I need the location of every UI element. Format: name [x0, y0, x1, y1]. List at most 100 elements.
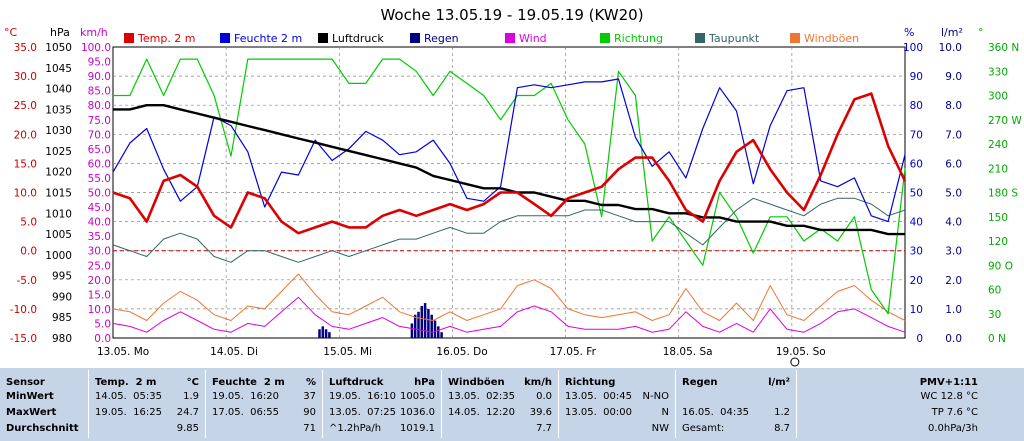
rain-header: Regen — [682, 377, 718, 388]
tick-label-rain: 10.0 — [939, 42, 962, 54]
legend-swatch — [695, 33, 705, 43]
tick-label-wind: 95.0 — [88, 57, 111, 69]
rain-bar — [427, 308, 430, 338]
tick-label-temp: -10.0 — [10, 304, 37, 316]
tick-label-pressure: 1040 — [45, 84, 72, 96]
tick-label-rain: 2.0 — [945, 275, 962, 287]
direction-max-value: N — [661, 407, 669, 418]
tick-label-humidity: 100 — [903, 42, 923, 54]
tick-label-pressure: 1025 — [45, 146, 72, 158]
tick-label-wind: 30.0 — [88, 246, 111, 258]
tick-label-wind: 5.0 — [94, 318, 111, 330]
max-label: MaxWert — [6, 407, 57, 418]
tick-label-temp: 0.0 — [20, 246, 37, 258]
legend-swatch — [410, 33, 420, 43]
tick-label-pressure: 1045 — [45, 63, 72, 75]
pmv-windchill: WC 12.8 °C — [920, 391, 978, 402]
tick-label-pressure: 1015 — [45, 188, 72, 200]
tick-label-pressure: 990 — [52, 291, 72, 303]
direction-min-value: N-NO — [642, 391, 669, 402]
rain-bar — [420, 305, 424, 338]
tick-label-wind: 55.0 — [88, 173, 111, 185]
rain-bar — [417, 311, 420, 338]
axis-unit-temp: °C — [4, 26, 18, 39]
legend-label: Luftdruck — [332, 32, 384, 45]
tick-label-wind: 35.0 — [88, 231, 111, 243]
gusts-unit: km/h — [524, 377, 552, 388]
legend-label: Richtung — [614, 32, 663, 45]
axis-unit-rain: l/m² — [941, 26, 963, 39]
tick-label-direction: 30 — [988, 309, 1001, 321]
tick-label-humidity: 20 — [910, 275, 923, 287]
humidity-min-time: 19.05. 16:20 — [212, 391, 279, 402]
rain-bar — [430, 314, 433, 338]
direction-header: Richtung — [565, 377, 616, 388]
tick-label-wind: 0.0 — [94, 333, 111, 345]
pressure-column: Luftdruck hPa 19.05. 16:10 1005.0 13.05. 0… — [323, 368, 441, 441]
sensor-column: Sensor MinWert MaxWert Durchschnitt — [0, 368, 88, 441]
pmv-column: PMV+1:11 WC 12.8 °C TP 7.6 °C 0.0hPa/3h — [797, 368, 1024, 441]
tick-label-direction: 0 N — [988, 333, 1006, 345]
tick-label-humidity: 80 — [910, 100, 923, 112]
humidity-max-value: 90 — [303, 407, 316, 418]
rain-bar — [324, 329, 328, 338]
tick-label-humidity: 10 — [910, 304, 923, 316]
tick-label-pressure: 1030 — [45, 125, 72, 137]
pressure-min-time: 19.05. 16:10 — [329, 391, 396, 402]
tick-label-wind: 40.0 — [88, 217, 111, 229]
tick-label-direction: 60 — [988, 285, 1001, 297]
stats-panel: Sensor MinWert MaxWert Durchschnitt Temp… — [0, 368, 1024, 441]
tick-label-pressure: 995 — [52, 271, 72, 283]
tick-label-temp: 20.0 — [14, 129, 37, 141]
tick-label-wind: 60.0 — [88, 158, 111, 170]
rain-bar — [321, 326, 325, 338]
tick-label-direction: 150 — [988, 212, 1008, 224]
x-tick-label: 18.05. Sa — [663, 346, 713, 358]
humidity-max-time: 17.05. 06:55 — [212, 407, 279, 418]
tick-label-wind: 45.0 — [88, 202, 111, 214]
series-line-richtung — [113, 58, 906, 315]
tick-label-humidity: 30 — [910, 246, 923, 258]
rain-unit: l/m² — [768, 377, 790, 388]
gusts-max-time: 14.05. 12:20 — [448, 407, 515, 418]
tick-label-humidity: 40 — [910, 217, 923, 229]
tick-label-rain: 9.0 — [945, 71, 962, 83]
gusts-min-time: 13.05. 02:35 — [448, 391, 515, 402]
direction-min-time: 13.05. 00:45 — [565, 391, 632, 402]
tick-label-pressure: 1005 — [45, 229, 72, 241]
tick-label-temp: -15.0 — [10, 333, 37, 345]
temp-avg-value: 9.85 — [176, 423, 199, 434]
x-tick-label: 17.05. Fr — [550, 346, 597, 358]
tick-label-temp: -5.0 — [17, 275, 38, 287]
tick-label-wind: 75.0 — [88, 115, 111, 127]
chart-title: Woche 13.05.19 - 19.05.19 (KW20) — [380, 6, 643, 24]
gusts-max-value: 39.6 — [529, 407, 552, 418]
avg-label: Durchschnitt — [6, 423, 79, 434]
tick-label-wind: 25.0 — [88, 260, 111, 272]
direction-avg-value: NW — [651, 423, 669, 434]
rain-bar — [413, 314, 417, 338]
direction-max-time: 13.05. 00:00 — [565, 407, 632, 418]
tick-label-direction: 330 — [988, 66, 1008, 78]
tick-label-direction: 360 N — [988, 42, 1019, 54]
tick-label-wind: 15.0 — [88, 289, 111, 301]
legend-swatch — [600, 33, 610, 43]
tick-label-temp: 35.0 — [14, 42, 37, 54]
legend-label: Taupunkt — [708, 32, 760, 45]
rain-bar — [440, 332, 443, 338]
pressure-max-time: 13.05. 07:25 — [329, 407, 396, 418]
legend-label: Regen — [424, 32, 459, 45]
tick-label-rain: 5.0 — [945, 188, 962, 200]
min-label: MinWert — [6, 391, 54, 402]
temp-min-value: 1.9 — [183, 391, 199, 402]
humidity-header: Feuchte 2 m — [212, 377, 285, 388]
tick-label-wind: 80.0 — [88, 100, 111, 112]
tick-label-pressure: 980 — [52, 333, 72, 345]
tick-label-pressure: 1000 — [45, 250, 72, 262]
tick-label-temp: 30.0 — [14, 71, 37, 83]
x-tick-label: 14.05. Di — [210, 346, 258, 358]
temp-max-time: 19.05. 16:25 — [95, 407, 162, 418]
pressure-avg-value: 1019.1 — [400, 423, 435, 434]
tick-label-temp: 25.0 — [14, 100, 37, 112]
temp-unit: °C — [186, 377, 199, 388]
